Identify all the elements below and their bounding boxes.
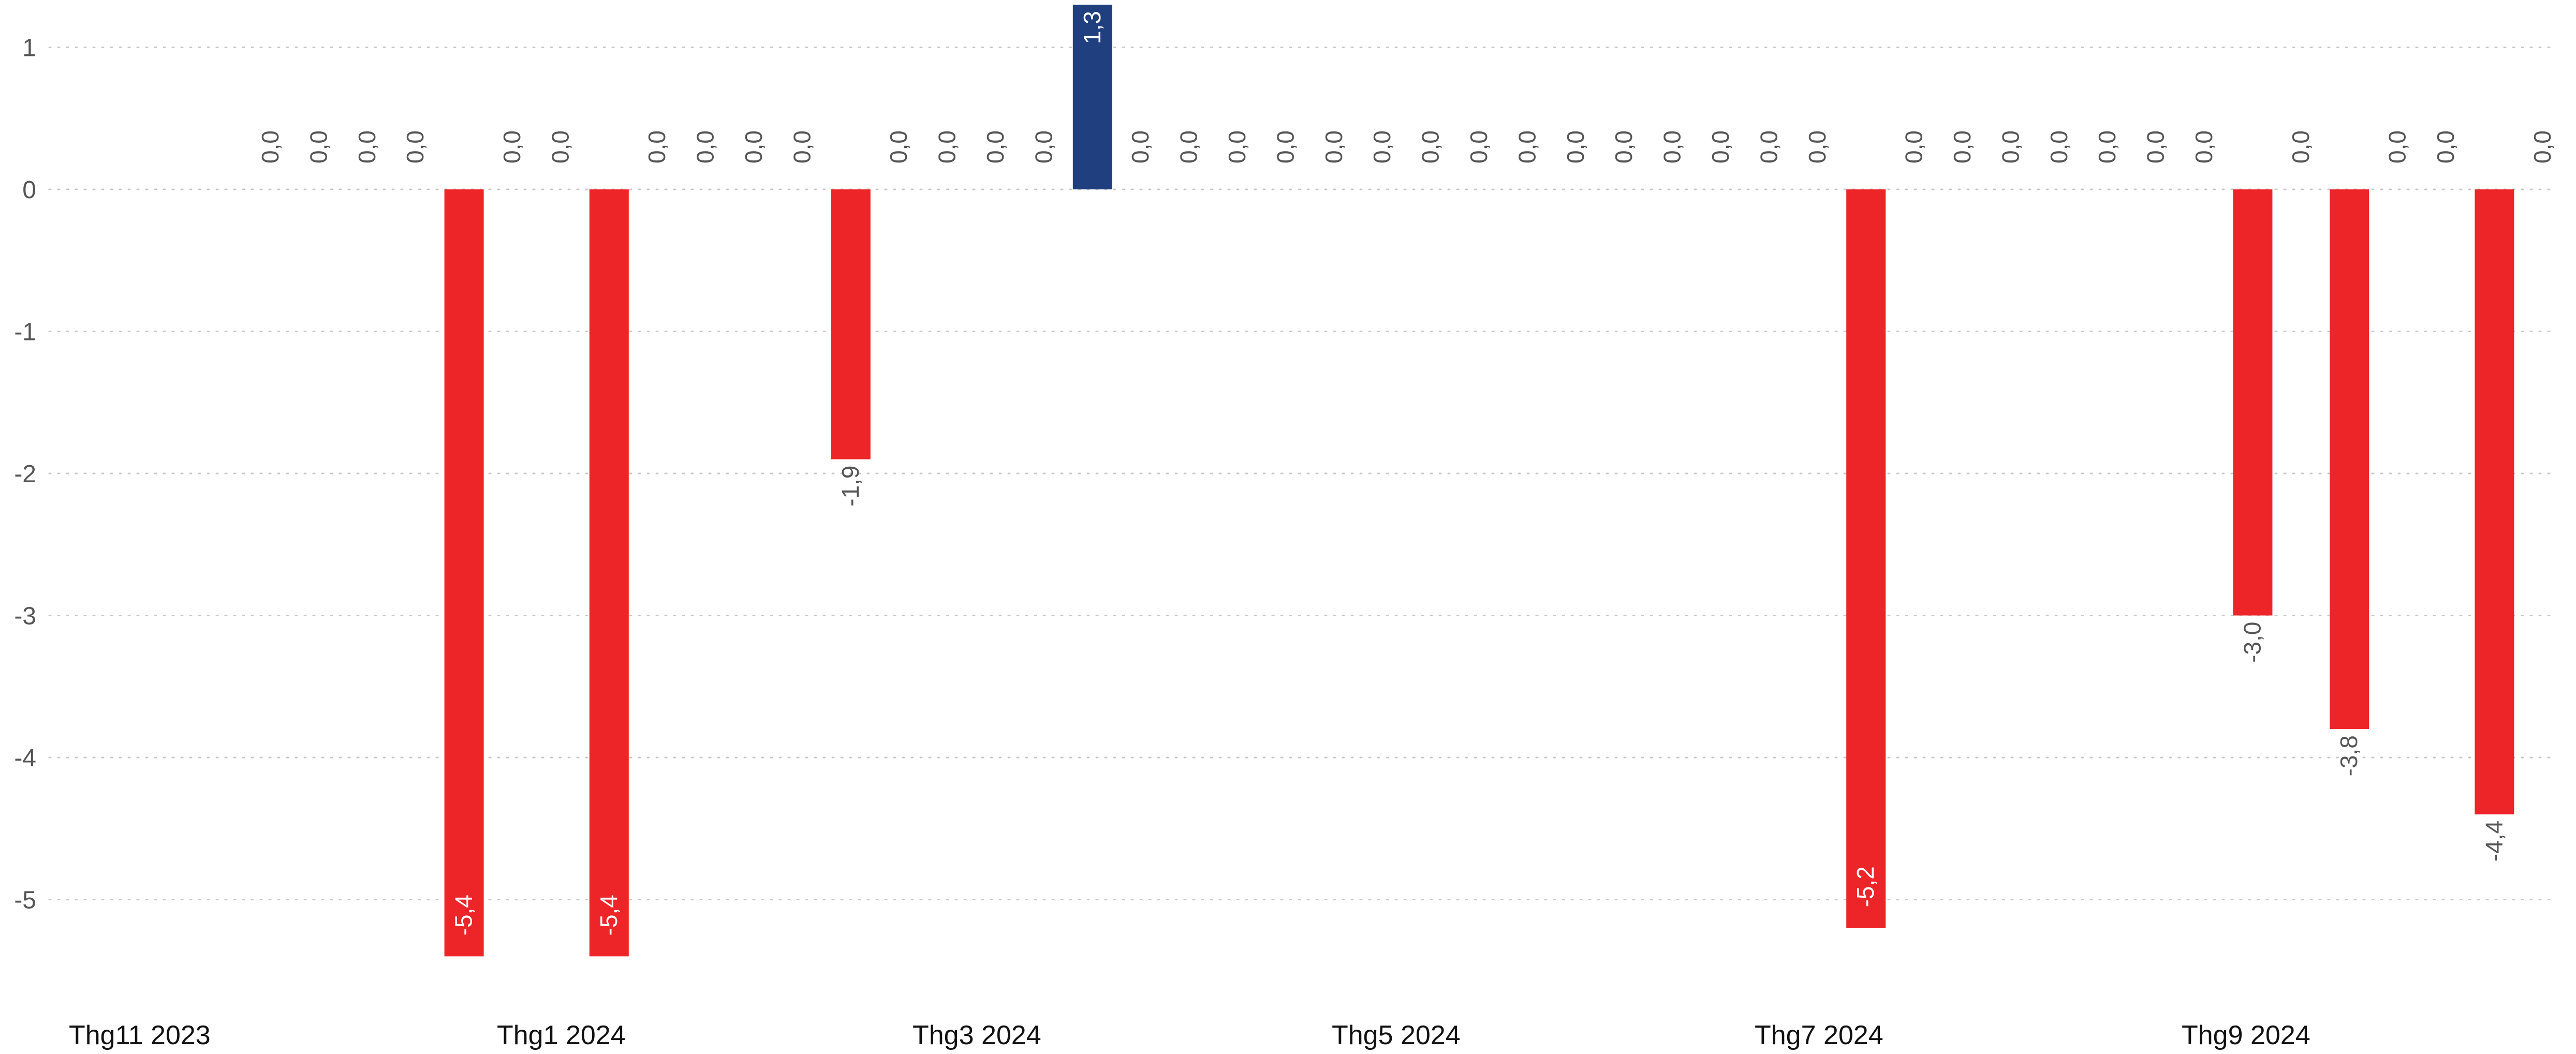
- data-label: 0,0: [2287, 130, 2314, 164]
- data-label: 0,0: [1901, 130, 1927, 164]
- data-label: -5,4: [595, 895, 622, 936]
- data-label: 0,0: [1949, 130, 1976, 164]
- data-label: 0,0: [2384, 130, 2411, 164]
- x-tick-label: Thg11 2023: [69, 1020, 211, 1050]
- data-label: 0,0: [1175, 130, 1202, 164]
- x-tick-label: Thg7 2024: [1755, 1020, 1883, 1050]
- data-label: 0,0: [982, 130, 1009, 164]
- x-tick-label: Thg3 2024: [912, 1020, 1041, 1050]
- data-label: 0,0: [885, 130, 912, 164]
- data-label: -5,4: [450, 895, 477, 936]
- data-label: 0,0: [1513, 130, 1540, 164]
- bar: [831, 189, 871, 459]
- data-label: -1,9: [837, 466, 864, 507]
- data-label: 0,0: [2190, 130, 2217, 164]
- data-label: 0,0: [1804, 130, 1831, 164]
- data-label: 0,0: [1320, 130, 1347, 164]
- bar: [2233, 189, 2273, 616]
- data-label: 0,0: [1272, 130, 1299, 164]
- data-label: 0,0: [2094, 130, 2121, 164]
- y-tick-label: -4: [14, 745, 36, 772]
- x-axis-ticks: Thg11 2023 Thg1 2024 Thg3 2024 Thg5 2024 Thg…: [69, 1020, 2310, 1050]
- data-label: 0,0: [354, 130, 380, 164]
- y-axis-ticks: 1 0 -1 -2 -3 -4 -5: [14, 35, 36, 914]
- data-label: 0,0: [788, 130, 815, 164]
- data-label: -5,2: [1852, 866, 1879, 907]
- bar: [1846, 189, 1886, 928]
- data-label: 0,0: [1127, 130, 1154, 164]
- bar: [1072, 5, 1112, 190]
- data-label: 0,0: [402, 130, 429, 164]
- gridlines: [48, 47, 2553, 900]
- data-label: 0,0: [1707, 130, 1734, 164]
- data-label: 0,0: [1224, 130, 1250, 164]
- y-tick-label: -2: [14, 461, 36, 488]
- y-tick-label: 1: [22, 35, 36, 62]
- data-label: 0,0: [1659, 130, 1686, 164]
- data-label: 0,0: [1610, 130, 1637, 164]
- data-label: -3,8: [2335, 735, 2362, 776]
- bar: [589, 189, 629, 957]
- data-label: 0,0: [1997, 130, 2024, 164]
- data-label: 0,0: [257, 130, 284, 164]
- y-tick-label: -1: [14, 319, 36, 346]
- data-label: 0,0: [2045, 130, 2072, 164]
- data-label: 0,0: [305, 130, 332, 164]
- x-tick-label: Thg1 2024: [497, 1020, 626, 1050]
- data-label: -3,0: [2239, 622, 2265, 663]
- data-label: 0,0: [643, 130, 670, 164]
- data-label: 0,0: [2142, 130, 2169, 164]
- data-label: 0,0: [498, 130, 525, 164]
- data-label: 0,0: [1417, 130, 1444, 164]
- x-tick-label: Thg5 2024: [1332, 1020, 1461, 1050]
- bars: [444, 5, 2514, 957]
- x-tick-label: Thg9 2024: [2182, 1020, 2310, 1050]
- data-label: 0,0: [1465, 130, 1492, 164]
- y-tick-label: -5: [14, 887, 36, 914]
- data-label: 0,0: [2529, 130, 2556, 164]
- y-tick-label: -3: [14, 603, 36, 630]
- data-labels: 0,0 0,0 0,0 0,0 -5,4 0,0 0,0 -5,4 0,0 0,0 0,0 0,0 -1…: [257, 11, 2556, 936]
- data-label: 0,0: [547, 130, 573, 164]
- y-tick-label: 0: [22, 176, 36, 204]
- bar: [444, 189, 484, 957]
- data-label: -4,4: [2480, 821, 2507, 862]
- data-label: 0,0: [2432, 130, 2459, 164]
- data-label: 0,0: [1562, 130, 1589, 164]
- data-label: 0,0: [1030, 130, 1057, 164]
- data-label: 0,0: [692, 130, 719, 164]
- bar: [2330, 189, 2369, 730]
- bar: [2475, 189, 2514, 814]
- data-label: 0,0: [740, 130, 767, 164]
- data-label: 0,0: [1755, 130, 1782, 164]
- data-label: 1,3: [1079, 11, 1106, 44]
- data-label: 0,0: [1368, 130, 1395, 164]
- data-label: 0,0: [934, 130, 961, 164]
